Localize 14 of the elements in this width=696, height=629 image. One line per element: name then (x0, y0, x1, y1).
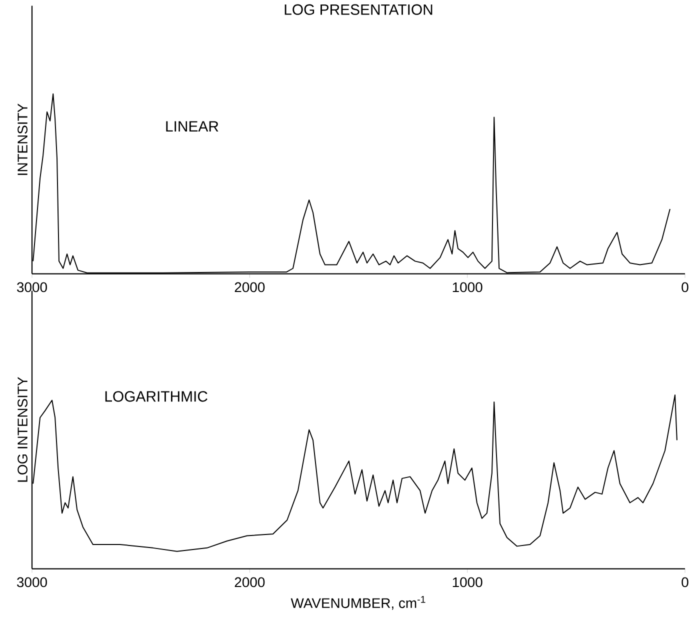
y-axis-title: INTENSITY (18, 104, 28, 176)
x-tick-label: 2000 (234, 282, 265, 292)
annotation: LINEAR (166, 121, 218, 132)
y-axis-title: LOG INTENSITY (18, 377, 28, 482)
x-tick-label: 0 (682, 282, 688, 292)
x-tick-label: 2000 (234, 577, 265, 588)
x-axis-title: WAVENUMBER, cm$^{-1}$ (290, 596, 426, 610)
annotation: LOGARITHMIC (105, 391, 208, 402)
x-tick-label: 0 (682, 577, 688, 588)
x-tick-label: 3000 (17, 577, 47, 588)
chart-title: LOG PRESENTATION (284, 4, 432, 15)
x-tick-label: 1000 (452, 577, 482, 588)
x-tick-label: 3000 (17, 282, 47, 292)
x-tick-label: 1000 (452, 282, 482, 292)
